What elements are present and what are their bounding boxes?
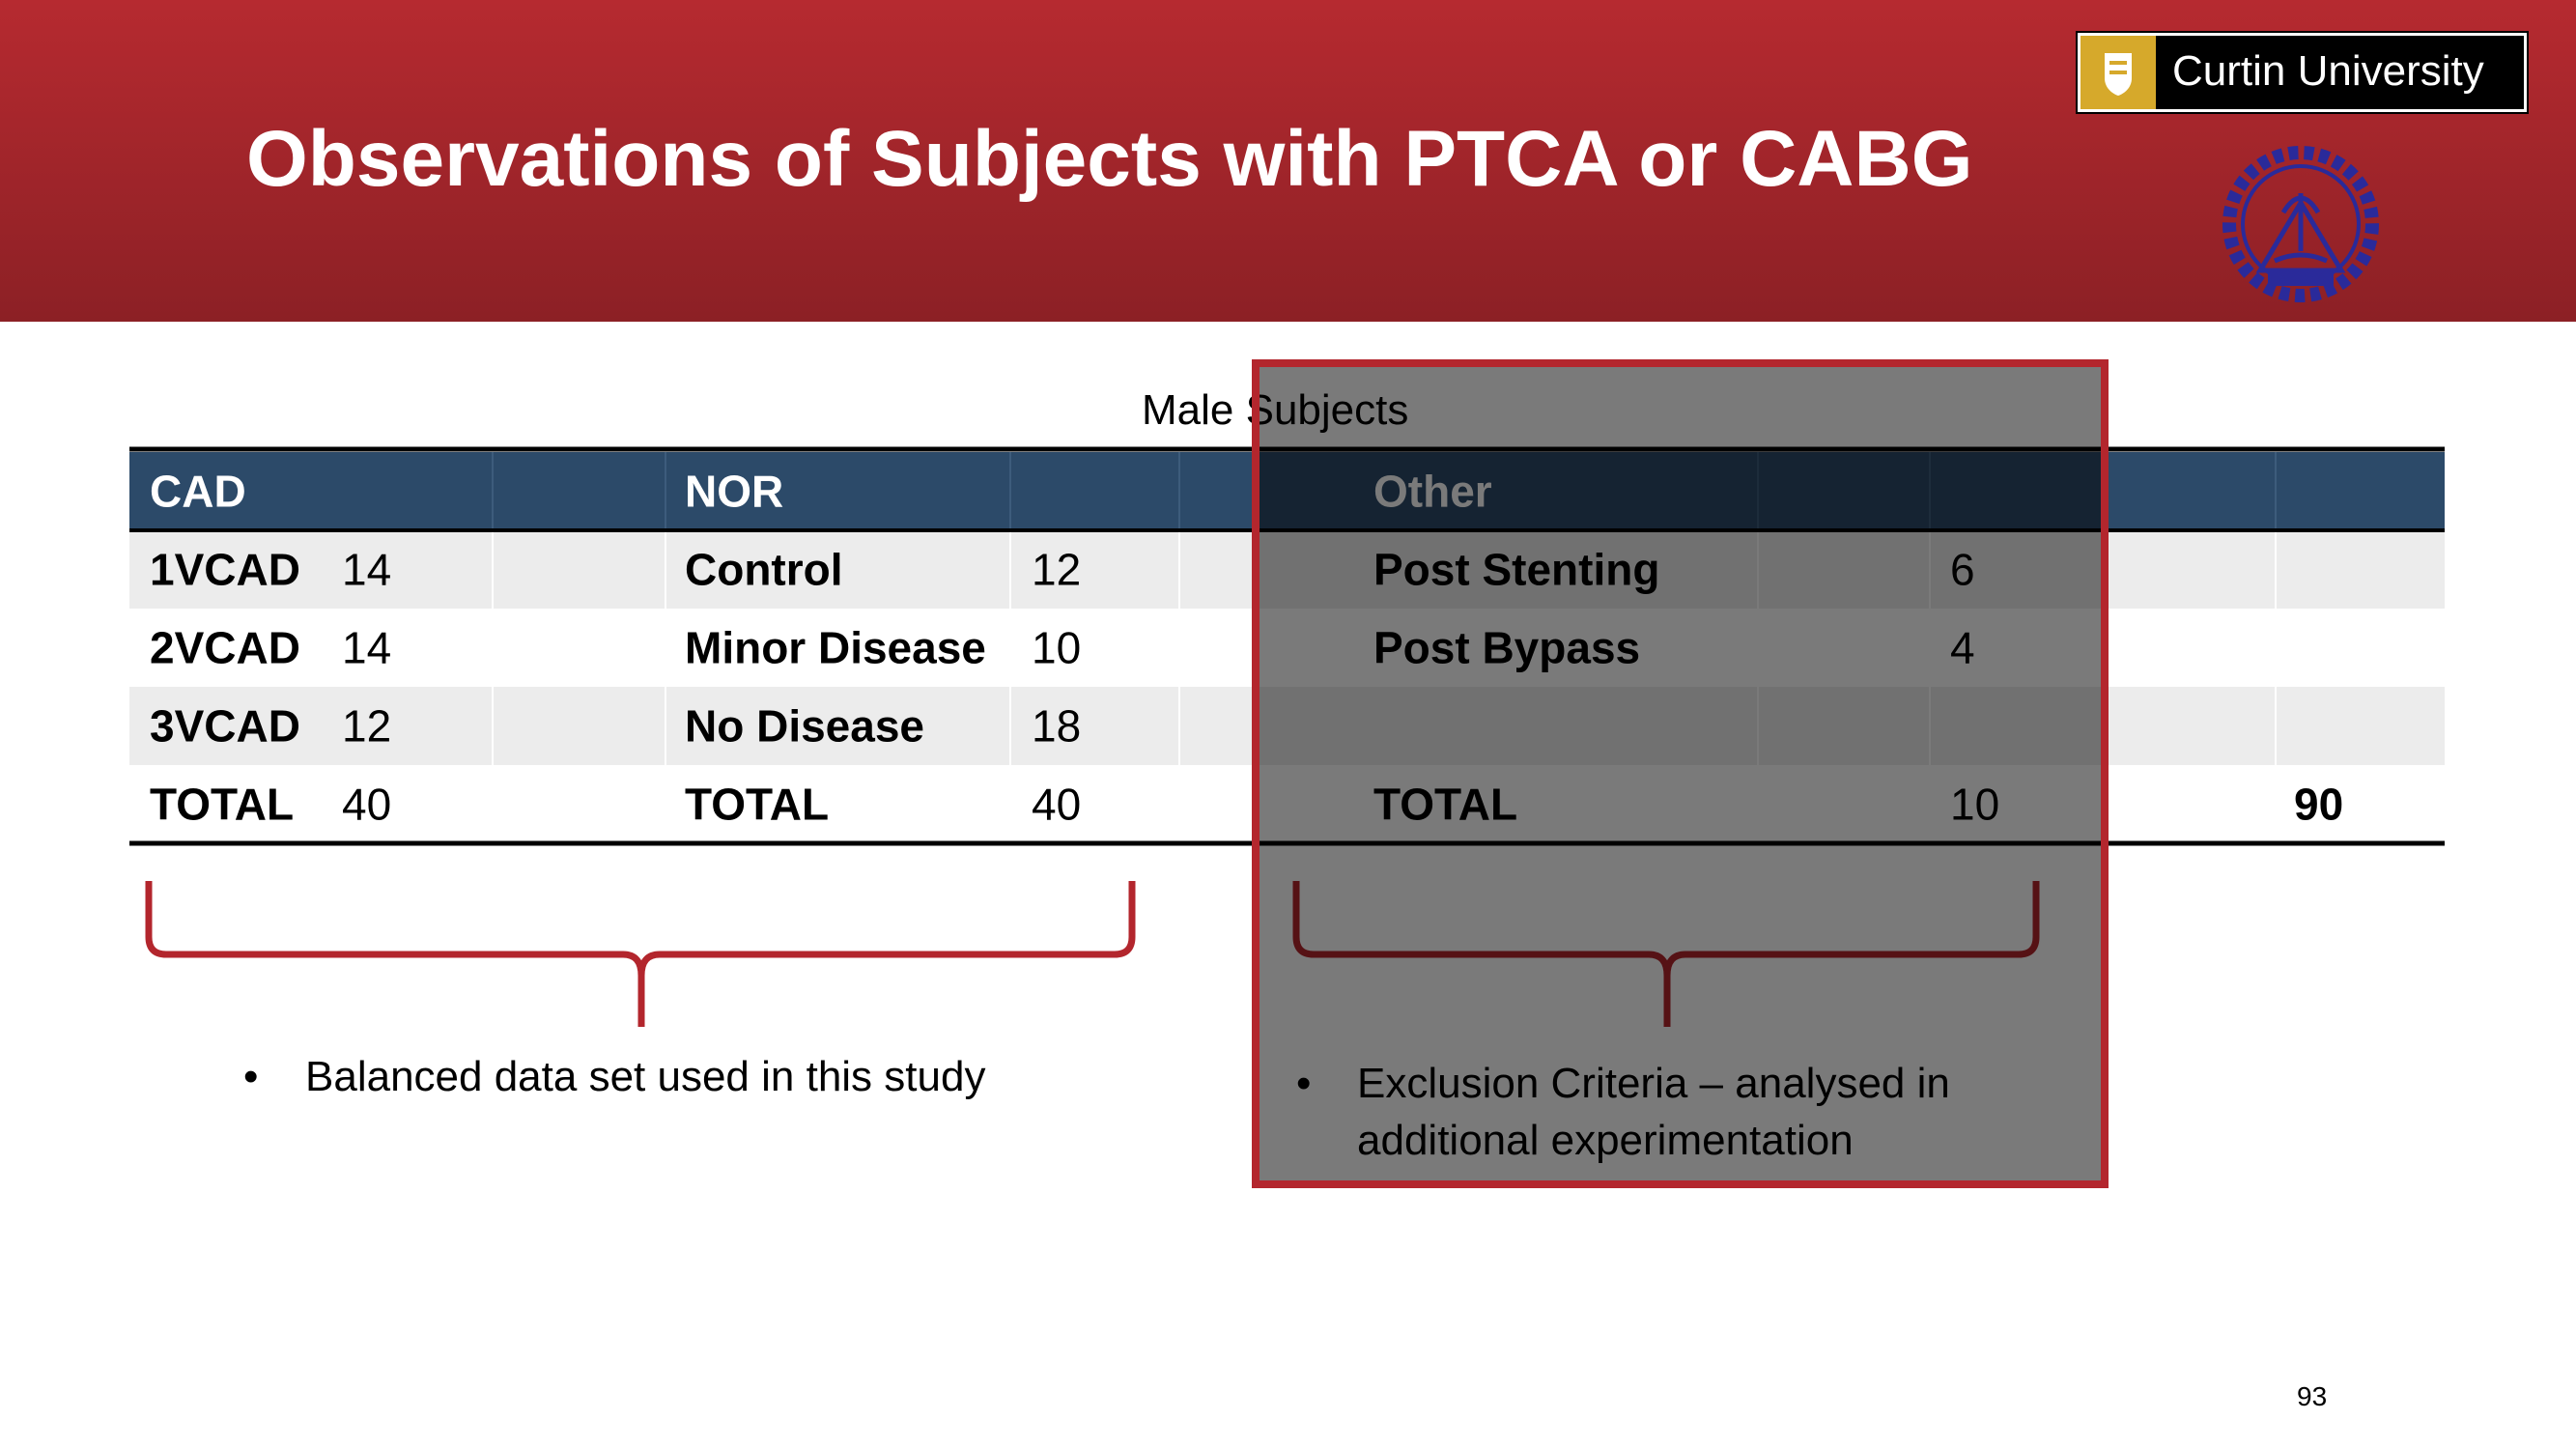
table-cell: 1VCAD [150,545,300,595]
bullet-mark: • [243,1053,259,1100]
table-cell: 2VCAD [150,623,300,673]
header-cell: CAD [150,467,246,517]
logo-text: Curtin University [2172,47,2484,95]
table-cell: 14 [342,623,391,673]
note-left: Balanced data set used in this study [305,1053,986,1100]
table-cell: 12 [342,701,391,752]
table-cell: 40 [1032,780,1081,830]
table-cell: 10 [1032,623,1081,673]
table-cell: No Disease [685,701,924,752]
table-cell: Minor Disease [685,623,986,673]
highlight-overlay [1252,359,2109,1188]
table-cell: TOTAL [150,780,294,830]
slide-title: Observations of Subjects with PTCA or CA… [246,115,1973,203]
brace-left [145,881,1136,1027]
logo: Curtin University [2076,31,2529,114]
logo-icon [2081,36,2156,109]
table-cell: 18 [1032,701,1081,752]
table-cell: 40 [342,780,391,830]
table-cell: TOTAL [685,780,829,830]
table-cell: 90 [2294,780,2343,830]
page-number: 93 [2297,1381,2328,1411]
table-cell: Control [685,545,843,595]
logo-icon-art [2105,53,2132,96]
emblem [2222,146,2379,302]
header-cell: NOR [685,467,783,517]
table-cell: 14 [342,545,391,595]
table-cell: 3VCAD [150,701,300,752]
table-cell: 12 [1032,545,1081,595]
